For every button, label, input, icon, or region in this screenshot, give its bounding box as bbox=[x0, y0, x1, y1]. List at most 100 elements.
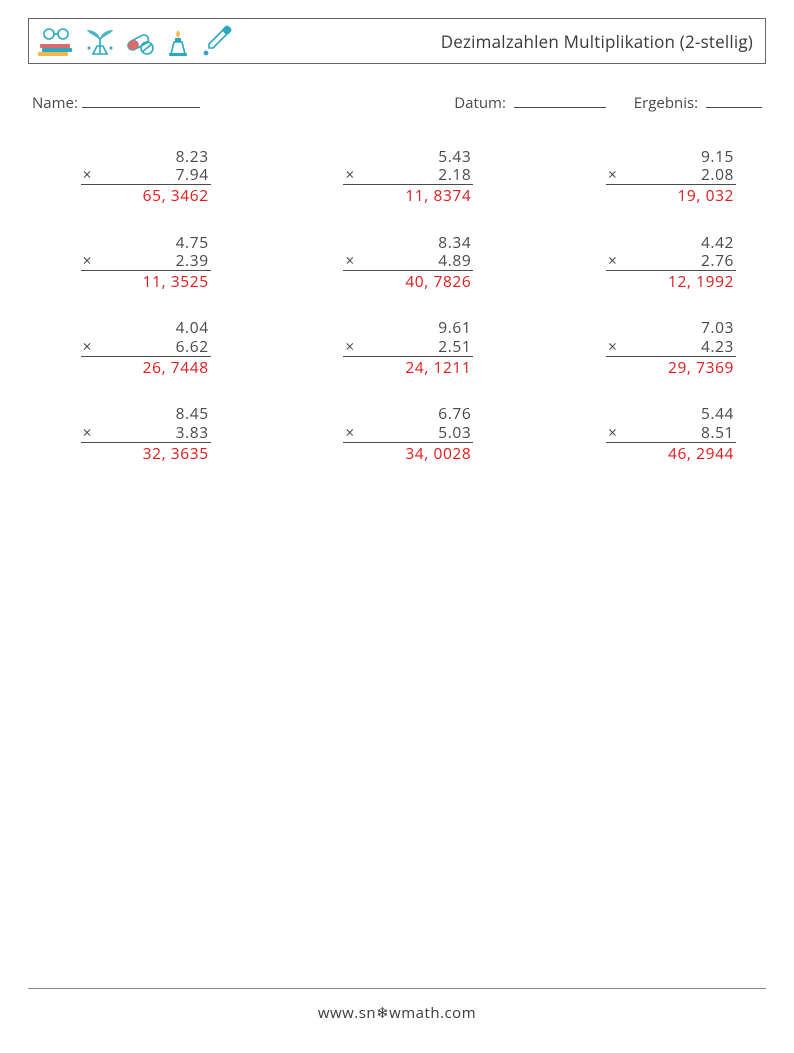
date-label: Datum: bbox=[454, 93, 506, 113]
dropper-icon bbox=[199, 24, 233, 58]
operand-a-row: 4.04 bbox=[81, 318, 211, 336]
operand-a: 8.45 bbox=[97, 404, 209, 422]
operand-b: 4.89 bbox=[359, 251, 471, 269]
operand-a: 9.61 bbox=[359, 318, 471, 336]
problem: 8.34×4.8940, 7826 bbox=[343, 233, 473, 291]
pills-icon bbox=[123, 24, 157, 58]
header-bar: Dezimalzahlen Multiplikation (2-stellig) bbox=[28, 18, 766, 64]
answer: 24, 1211 bbox=[343, 357, 473, 376]
worksheet-page: Dezimalzahlen Multiplikation (2-stellig)… bbox=[0, 0, 794, 1053]
operand-a-row: 8.45 bbox=[81, 404, 211, 422]
operand-b-row: ×2.18 bbox=[343, 165, 473, 185]
spacer bbox=[608, 318, 622, 336]
multiply-icon: × bbox=[83, 423, 97, 441]
problem: 8.23×7.9465, 3462 bbox=[81, 147, 211, 205]
spacer bbox=[83, 318, 97, 336]
answer: 34, 0028 bbox=[343, 443, 473, 462]
operand-b-row: ×2.39 bbox=[81, 251, 211, 271]
date-blank bbox=[514, 92, 606, 108]
answer: 65, 3462 bbox=[81, 185, 211, 204]
spacer bbox=[608, 404, 622, 422]
operand-b-row: ×3.83 bbox=[81, 423, 211, 443]
spacer bbox=[345, 318, 359, 336]
operand-a: 6.76 bbox=[359, 404, 471, 422]
operand-a-row: 7.03 bbox=[606, 318, 736, 336]
operand-b-row: ×4.23 bbox=[606, 337, 736, 357]
multiply-icon: × bbox=[83, 337, 97, 355]
operand-b-row: ×6.62 bbox=[81, 337, 211, 357]
operand-b-row: ×5.03 bbox=[343, 423, 473, 443]
problem: 5.44×8.5146, 2944 bbox=[606, 404, 736, 462]
operand-a-row: 9.61 bbox=[343, 318, 473, 336]
problem: 4.04×6.6226, 7448 bbox=[81, 318, 211, 376]
multiply-icon: × bbox=[345, 337, 359, 355]
multiply-icon: × bbox=[345, 423, 359, 441]
answer: 19, 032 bbox=[606, 185, 736, 204]
operand-b-row: ×2.08 bbox=[606, 165, 736, 185]
problem: 5.43×2.1811, 8374 bbox=[343, 147, 473, 205]
spacer bbox=[83, 404, 97, 422]
answer: 40, 7826 bbox=[343, 271, 473, 290]
books-icon bbox=[37, 24, 77, 58]
operand-b: 4.23 bbox=[622, 337, 734, 355]
operand-b-row: ×2.51 bbox=[343, 337, 473, 357]
problem: 7.03×4.2329, 7369 bbox=[606, 318, 736, 376]
problem: 6.76×5.0334, 0028 bbox=[343, 404, 473, 462]
operand-b: 2.39 bbox=[97, 251, 209, 269]
operand-b: 2.18 bbox=[359, 165, 471, 183]
problem: 4.42×2.7612, 1992 bbox=[606, 233, 736, 291]
problem: 4.75×2.3911, 3525 bbox=[81, 233, 211, 291]
name-label: Name: bbox=[32, 93, 78, 113]
operand-b: 3.83 bbox=[97, 423, 209, 441]
answer: 46, 2944 bbox=[606, 443, 736, 462]
problem: 8.45×3.8332, 3635 bbox=[81, 404, 211, 462]
footer-prefix: www. bbox=[318, 1003, 359, 1023]
footer-divider bbox=[28, 988, 766, 989]
operand-a: 5.44 bbox=[622, 404, 734, 422]
meta-row: Name: Datum: Ergebnis: bbox=[32, 92, 762, 113]
answer: 11, 8374 bbox=[343, 185, 473, 204]
operand-b: 8.51 bbox=[622, 423, 734, 441]
operand-b: 7.94 bbox=[97, 165, 209, 183]
operand-a: 7.03 bbox=[622, 318, 734, 336]
operand-b: 2.51 bbox=[359, 337, 471, 355]
operand-b: 5.03 bbox=[359, 423, 471, 441]
answer: 11, 3525 bbox=[81, 271, 211, 290]
answer: 29, 7369 bbox=[606, 357, 736, 376]
worksheet-title: Dezimalzahlen Multiplikation (2-stellig) bbox=[441, 30, 753, 53]
decorative-icon-strip bbox=[37, 24, 233, 58]
spacer bbox=[345, 404, 359, 422]
footer-brand2: wmath bbox=[389, 1003, 440, 1023]
problem: 9.61×2.5124, 1211 bbox=[343, 318, 473, 376]
name-blank bbox=[82, 92, 200, 108]
footer-brand1: sn bbox=[359, 1003, 376, 1023]
answer: 32, 3635 bbox=[81, 443, 211, 462]
multiply-icon: × bbox=[345, 251, 359, 269]
multiply-icon: × bbox=[608, 251, 622, 269]
operand-b: 6.62 bbox=[97, 337, 209, 355]
answer: 26, 7448 bbox=[81, 357, 211, 376]
operand-a: 4.04 bbox=[97, 318, 209, 336]
multiply-icon: × bbox=[83, 251, 97, 269]
sprout-icon bbox=[83, 24, 117, 58]
operand-a-row: 6.76 bbox=[343, 404, 473, 422]
multiply-icon: × bbox=[83, 165, 97, 183]
result-blank bbox=[706, 92, 762, 108]
multiply-icon: × bbox=[345, 165, 359, 183]
operand-a-row: 5.44 bbox=[606, 404, 736, 422]
problem: 9.15×2.0819, 032 bbox=[606, 147, 736, 205]
operand-b: 2.76 bbox=[622, 251, 734, 269]
multiply-icon: × bbox=[608, 165, 622, 183]
operand-b-row: ×2.76 bbox=[606, 251, 736, 271]
footer: www.sn❄wmath.com bbox=[0, 1003, 794, 1023]
problems-grid: 8.23×7.9465, 34625.43×2.1811, 83749.15×2… bbox=[28, 147, 766, 462]
multiply-icon: × bbox=[608, 423, 622, 441]
multiply-icon: × bbox=[608, 337, 622, 355]
operand-b-row: ×8.51 bbox=[606, 423, 736, 443]
operand-b-row: ×7.94 bbox=[81, 165, 211, 185]
answer: 12, 1992 bbox=[606, 271, 736, 290]
footer-suffix: .com bbox=[440, 1003, 476, 1023]
lamp-icon bbox=[163, 24, 193, 58]
snowflake-icon: ❄ bbox=[376, 1003, 389, 1023]
operand-b: 2.08 bbox=[622, 165, 734, 183]
